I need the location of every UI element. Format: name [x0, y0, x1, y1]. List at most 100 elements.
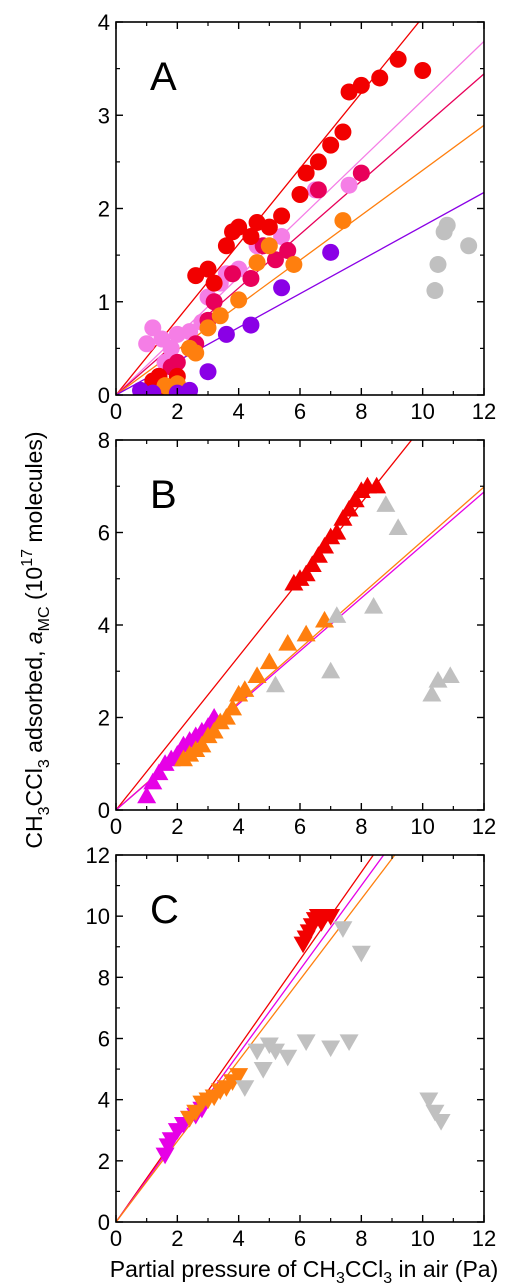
point-gray — [364, 597, 384, 614]
point-red — [352, 76, 370, 94]
y-tick-label: 4 — [98, 1088, 110, 1113]
point-gray — [278, 1049, 298, 1067]
point-gray — [265, 1043, 285, 1061]
point-red — [273, 207, 291, 225]
point-pink — [144, 319, 162, 337]
point-orange — [229, 1068, 249, 1085]
x-tick-label: 2 — [171, 1226, 183, 1251]
x-tick-label: 10 — [410, 1226, 434, 1251]
point-crimson — [279, 241, 297, 259]
point-violet — [217, 325, 235, 343]
point-orange — [315, 610, 335, 628]
y-tick-label: 0 — [98, 1210, 110, 1235]
y-tick-label: 0 — [98, 383, 110, 408]
point-crimson — [242, 269, 260, 287]
point-violet — [242, 316, 260, 334]
point-orange — [187, 344, 205, 362]
x-tick-label: 6 — [294, 814, 306, 839]
point-orange — [235, 680, 255, 697]
x-tick-label: 2 — [171, 814, 183, 839]
point-gray — [351, 945, 371, 963]
x-tick-label: 10 — [410, 399, 434, 424]
point-crimson — [224, 265, 242, 283]
point-gray — [428, 671, 448, 688]
point-pink — [340, 176, 358, 194]
point-red — [199, 260, 217, 278]
ticks: 0 2 4 6 8 10 12 0 2 4 6 8 10 12 — [86, 843, 497, 1251]
y-tick-label: 2 — [98, 706, 110, 731]
point-crimson — [266, 251, 284, 269]
panel-c: 0 2 4 6 8 10 12 0 2 4 6 8 10 12 C — [86, 843, 497, 1251]
point-red — [315, 536, 335, 554]
x-tick-label: 0 — [110, 399, 122, 424]
point-gray — [438, 216, 456, 234]
point-gray — [460, 237, 478, 255]
point-red — [414, 61, 432, 79]
point-orange — [204, 721, 224, 739]
y-tick-label: 6 — [98, 1027, 110, 1052]
x-tick-label: 6 — [294, 399, 306, 424]
point-gray — [419, 1092, 439, 1110]
data-points — [155, 909, 451, 1165]
point-gray — [429, 255, 447, 273]
point-pink — [162, 339, 180, 357]
point-orange — [223, 698, 243, 716]
point-orange — [260, 237, 278, 255]
y-tick-label: 6 — [98, 521, 110, 546]
point-gray — [321, 1040, 341, 1058]
point-red — [297, 164, 315, 182]
point-gray — [425, 1104, 445, 1122]
point-red — [367, 476, 387, 494]
fit-line-orange — [116, 855, 396, 1222]
point-orange — [278, 634, 298, 651]
x-tick-label: 8 — [355, 399, 367, 424]
x-tick-label: 4 — [233, 1226, 245, 1251]
point-crimson — [205, 293, 223, 311]
point-gray — [426, 282, 444, 300]
point-red — [217, 237, 235, 255]
y-tick-label: 2 — [98, 197, 110, 222]
point-violet — [144, 384, 162, 395]
x-axis-title: Partial pressure of CH3CCl3 in air (Pa) — [110, 1256, 499, 1286]
point-red — [321, 909, 341, 926]
point-orange — [248, 254, 266, 272]
panel-b: 0 2 4 6 8 10 12 0 2 4 6 8 B — [98, 428, 496, 839]
point-magenta — [143, 772, 163, 790]
x-tick-label: 10 — [410, 814, 434, 839]
x-tick-label: 12 — [472, 814, 496, 839]
panel-letter: B — [150, 473, 177, 517]
point-violet — [273, 279, 291, 297]
ticks: 0 2 4 6 8 10 12 0 2 4 6 8 — [98, 428, 496, 839]
point-orange — [285, 255, 303, 273]
point-magenta — [149, 763, 169, 781]
panel-letter: A — [150, 55, 177, 99]
point-violet — [181, 381, 199, 395]
point-pink — [273, 227, 291, 245]
point-red — [309, 153, 327, 171]
point-gray — [422, 684, 442, 702]
point-orange — [296, 624, 316, 642]
point-red — [339, 499, 359, 517]
point-red — [327, 523, 347, 540]
y-tick-label: 2 — [98, 1149, 110, 1174]
x-tick-label: 6 — [294, 1226, 306, 1251]
x-tick-label: 4 — [233, 399, 245, 424]
point-red — [291, 186, 309, 204]
point-red — [260, 218, 278, 236]
panel-letter: C — [150, 888, 179, 932]
data-points — [132, 50, 478, 395]
x-tick-label: 0 — [110, 814, 122, 839]
point-gray — [376, 495, 396, 512]
point-crimson — [168, 353, 186, 371]
y-axis-title: CH3CCl3 adsorbed, aMC (1017 molecules) — [19, 431, 53, 848]
point-red — [389, 50, 407, 68]
point-orange — [334, 212, 352, 230]
point-crimson — [309, 181, 327, 199]
point-red — [322, 136, 340, 154]
x-tick-label: 0 — [110, 1226, 122, 1251]
point-gray — [296, 1034, 316, 1052]
